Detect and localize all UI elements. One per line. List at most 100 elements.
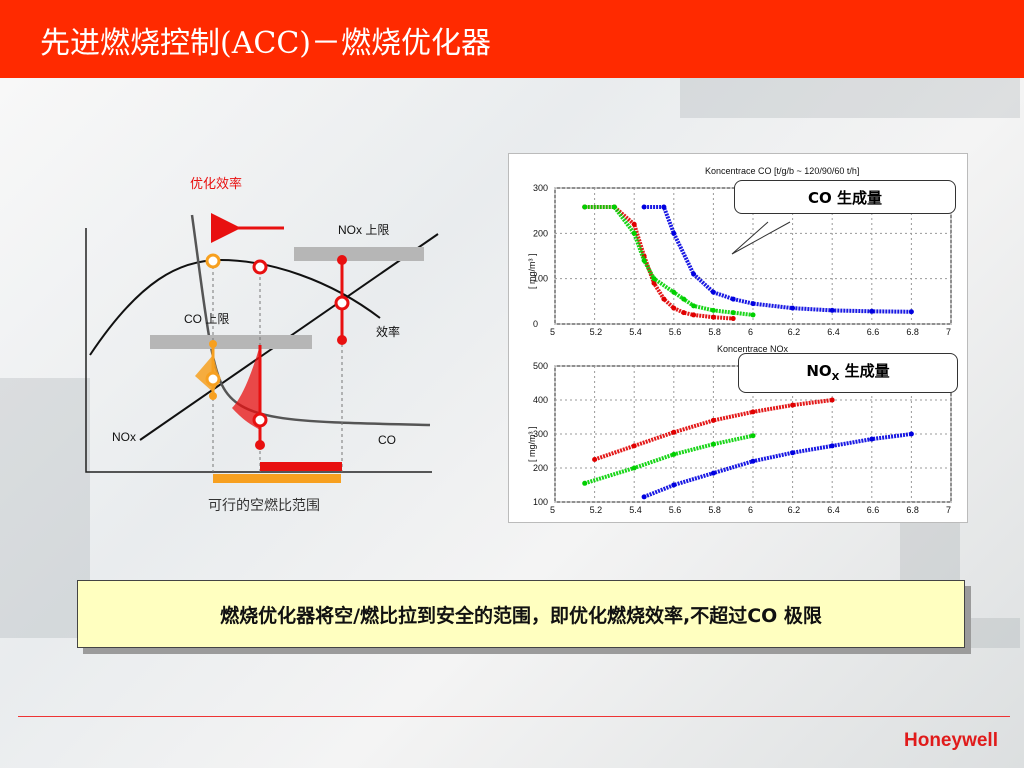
- co-data-point: [790, 305, 796, 311]
- nox-x-tick: 5.4: [629, 505, 642, 515]
- nox-sub-label: X: [831, 372, 840, 383]
- co-data-point: [582, 204, 588, 210]
- slide-title: 先进燃烧控制(ACC)－燃烧优化器: [40, 26, 491, 61]
- co-x-tick: 6.2: [788, 327, 801, 337]
- nox-data-point: [829, 397, 835, 403]
- nox-data-point: [641, 494, 647, 500]
- nox-y-tick: 200: [533, 463, 548, 473]
- co-data-point: [691, 312, 697, 318]
- co-generation-label: CO 生成量: [808, 189, 882, 207]
- co-data-point: [691, 271, 697, 277]
- nox-rest-label: 生成量: [839, 362, 890, 380]
- nox-data-point: [592, 457, 598, 462]
- co-data-point: [661, 204, 667, 210]
- co-x-tick: 5.8: [708, 327, 721, 337]
- co-x-tick: 5.4: [629, 327, 642, 337]
- summary-box: 燃烧优化器将空/燃比拉到安全的范围，即优化燃烧效率,不超过CO 极限: [77, 580, 965, 648]
- nox-x-tick: 6.2: [788, 505, 801, 515]
- nox-x-tick: 6: [748, 505, 753, 515]
- co-data-point: [710, 307, 716, 313]
- nox-data-point: [631, 465, 637, 471]
- co-data-point: [671, 305, 677, 311]
- co-data-point: [750, 312, 756, 318]
- co-x-tick: 5.6: [669, 327, 682, 337]
- co-data-point: [631, 221, 637, 227]
- summary-text: 燃烧优化器将空/燃比拉到安全的范围，即优化燃烧效率,不超过CO 极限: [220, 604, 822, 627]
- nox-data-point: [671, 451, 677, 457]
- nox-x-tick: 6.6: [867, 505, 880, 515]
- nox-limit-label: NOx 上限: [338, 223, 389, 237]
- nox-data-point: [582, 480, 588, 486]
- optimization-concept-diagram: 优化效率 NOx 上限 CO 上限 效率 NOx CO 可行的空燃比范围: [85, 176, 439, 513]
- nox-data-point: [750, 433, 756, 439]
- co-data-point: [611, 204, 617, 210]
- nox-chart-ylabel: [ mg/m³ ]: [527, 427, 537, 463]
- nox-data-point: [750, 409, 756, 415]
- nox-data-point: [631, 443, 637, 449]
- co-data-point: [641, 204, 647, 210]
- footer-divider: [18, 716, 1010, 717]
- co-y-tick: 100: [533, 274, 548, 284]
- nox-data-point: [790, 450, 796, 456]
- nox-x-tick: 7: [946, 505, 951, 515]
- co-x-tick: 6.4: [827, 327, 840, 337]
- co-chart-ylabel: [ mg/m³ ]: [527, 254, 537, 290]
- co-y-tick: 200: [533, 228, 548, 238]
- nox-x-tick: 6.4: [827, 505, 840, 515]
- nox-data-point: [671, 482, 677, 488]
- co-data-point: [631, 230, 637, 236]
- co-data-point: [908, 309, 914, 315]
- co-x-tick: 5: [550, 327, 555, 337]
- red-range-bar: [260, 462, 342, 471]
- optimization-efficiency-label: 优化效率: [190, 176, 242, 191]
- title-bar: 先进燃烧控制(ACC)－燃烧优化器: [0, 0, 1024, 78]
- co-chart-xlabel: Koncentrace NOx: [717, 344, 789, 354]
- nox-generation-callout: NOX 生成量: [738, 353, 958, 393]
- nox-data-point: [710, 470, 716, 476]
- co-data-point: [691, 303, 697, 309]
- co-data-point: [681, 310, 687, 316]
- efficiency-label: 效率: [376, 324, 400, 339]
- nox-data-point: [671, 429, 677, 435]
- nox-y-tick: 400: [533, 395, 548, 405]
- co-y-tick: 0: [533, 319, 538, 329]
- co-limit-label: CO 上限: [184, 312, 229, 326]
- co-x-tick: 6: [748, 327, 753, 337]
- nox-x-tick: 5: [550, 505, 555, 515]
- nox-data-point: [869, 436, 875, 442]
- feasible-range-label: 可行的空燃比范围: [208, 497, 320, 513]
- co-data-point: [730, 316, 736, 322]
- co-data-point: [641, 258, 647, 264]
- co-data-point: [869, 308, 875, 314]
- honeywell-logo: Honeywell: [904, 730, 998, 751]
- co-limit-bar: [150, 335, 312, 349]
- nox-series-2: [643, 432, 912, 499]
- nox-data-point: [908, 431, 914, 437]
- co-data-point: [671, 230, 677, 236]
- nox-data-point: [710, 417, 716, 423]
- co-data-point: [710, 314, 716, 320]
- co-curve-label: CO: [378, 433, 396, 447]
- co-callout-pointer: [731, 221, 791, 255]
- nox-data-point: [750, 458, 756, 464]
- nox-data-point: [710, 441, 716, 447]
- co-data-point: [661, 296, 667, 302]
- co-data-point: [750, 301, 756, 307]
- co-x-tick: 7: [946, 327, 951, 337]
- nox-x-tick: 5.2: [590, 505, 603, 515]
- nox-limit-bar: [294, 247, 424, 261]
- co-data-point: [730, 310, 736, 316]
- nox-data-point: [790, 402, 796, 408]
- nox-data-point: [829, 443, 835, 449]
- nox-y-tick: 300: [533, 429, 548, 439]
- co-chart-header: Koncentrace CO [t/g/b ~ 120/90/60 t/h]: [705, 166, 859, 176]
- co-y-tick: 300: [533, 183, 548, 193]
- nox-x-tick: 6.8: [906, 505, 919, 515]
- co-generation-callout: CO 生成量: [734, 180, 956, 214]
- nox-x-tick: 5.6: [669, 505, 682, 515]
- orange-range-bar: [213, 474, 341, 483]
- nox-y-tick: 100: [533, 497, 548, 507]
- co-x-tick: 5.2: [590, 327, 603, 337]
- co-data-point: [651, 276, 657, 282]
- co-data-point: [730, 296, 736, 302]
